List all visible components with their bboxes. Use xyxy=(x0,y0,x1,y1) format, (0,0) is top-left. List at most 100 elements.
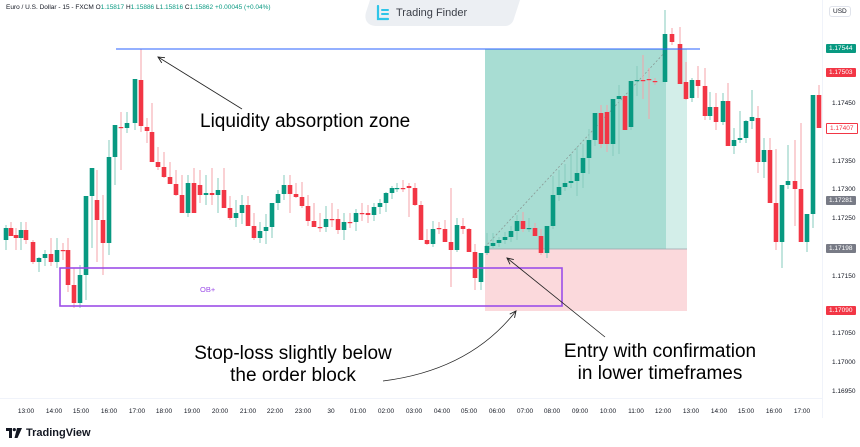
time-tick: 15:00 xyxy=(72,408,90,415)
annotation-liquidity: Liquidity absorption zone xyxy=(200,111,411,132)
bearish-candle xyxy=(13,235,19,238)
bullish-candle xyxy=(42,254,48,258)
annotation-entry: Entry with confirmation in lower timefra… xyxy=(563,341,757,384)
bearish-candle xyxy=(418,205,424,240)
bearish-candle xyxy=(191,183,197,213)
bearish-candle xyxy=(311,221,317,227)
bullish-candle xyxy=(77,275,83,303)
bullish-candle xyxy=(779,185,785,242)
bullish-candle xyxy=(592,113,598,140)
bearish-candle xyxy=(424,240,430,244)
bullish-candle xyxy=(689,80,695,98)
bearish-candle xyxy=(406,186,412,188)
bullish-candle xyxy=(526,228,532,230)
bullish-candle xyxy=(269,203,275,227)
bullish-candle xyxy=(804,214,810,242)
price-tag: 1.17407 xyxy=(826,123,858,134)
bearish-candle xyxy=(118,127,124,129)
price-tick: 1.17000 xyxy=(832,359,856,366)
bearish-candle xyxy=(347,222,353,224)
currency-button[interactable]: USD xyxy=(829,6,851,17)
bullish-candle xyxy=(628,81,634,127)
bullish-candle xyxy=(54,250,60,262)
bullish-candle xyxy=(720,101,726,122)
bearish-candle xyxy=(640,80,646,82)
bearish-candle xyxy=(100,220,106,243)
bullish-candle xyxy=(239,205,245,213)
time-tick: 23:00 xyxy=(294,408,312,415)
time-tick: 21:00 xyxy=(239,408,257,415)
bearish-candle xyxy=(598,113,604,144)
bearish-candle xyxy=(149,132,155,162)
bullish-candle xyxy=(634,80,640,82)
price-tick: 1.16950 xyxy=(832,388,856,395)
price-tick: 1.17450 xyxy=(832,100,856,107)
bearish-candle xyxy=(299,197,305,206)
tradingview-logo[interactable]: TradingView xyxy=(6,427,91,439)
bullish-candle xyxy=(484,246,490,253)
stop-loss-arrow-icon-head xyxy=(509,310,517,318)
bullish-candle xyxy=(377,203,383,207)
bullish-candle xyxy=(761,150,767,162)
low-value: 1.15816 xyxy=(159,4,184,11)
bearish-candle xyxy=(460,226,466,229)
bullish-candle xyxy=(785,181,791,185)
bullish-candle xyxy=(353,213,359,222)
time-tick: 03:00 xyxy=(405,408,423,415)
time-axis[interactable] xyxy=(0,398,822,419)
order-block-box xyxy=(59,267,563,307)
price-tick: 1.17350 xyxy=(832,158,856,165)
bearish-candle xyxy=(144,127,150,131)
bullish-candle xyxy=(263,227,269,231)
time-tick: 19:00 xyxy=(183,408,201,415)
time-tick: 20:00 xyxy=(211,408,229,415)
price-tag: 1.17503 xyxy=(826,68,856,77)
time-tick: 15:00 xyxy=(737,408,755,415)
bearish-candle xyxy=(179,195,185,213)
bullish-candle xyxy=(185,183,191,213)
bearish-candle xyxy=(538,236,544,253)
time-tick: 16:00 xyxy=(100,408,118,415)
bearish-candle xyxy=(448,242,454,250)
bullish-candle xyxy=(430,229,436,244)
bearish-candle xyxy=(305,206,311,221)
bullish-candle xyxy=(502,237,508,240)
trade-path-dashed xyxy=(484,50,667,248)
bullish-candle xyxy=(124,123,130,128)
time-tick: 08:00 xyxy=(543,408,561,415)
bearish-candle xyxy=(167,177,173,184)
bearish-candle xyxy=(365,213,371,215)
bullish-candle xyxy=(550,195,556,226)
bearish-candle xyxy=(677,44,683,84)
price-tick: 1.17250 xyxy=(832,215,856,222)
candlestick-chart[interactable] xyxy=(0,0,822,398)
bearish-candle xyxy=(400,188,406,190)
bullish-candle xyxy=(132,79,138,123)
high-value: 1.15886 xyxy=(130,4,155,11)
time-tick: 30 xyxy=(327,408,335,415)
price-axis[interactable] xyxy=(822,0,860,418)
symbol-name: Euro / U.S. Dollar - 15 - FXCM xyxy=(6,4,94,11)
bullish-candle xyxy=(508,231,514,237)
bearish-candle xyxy=(173,184,179,195)
bearish-candle xyxy=(652,81,658,83)
time-tick: 11:00 xyxy=(628,408,644,415)
bearish-candle xyxy=(767,150,773,203)
time-tick: 07:00 xyxy=(516,408,534,415)
bearish-candle xyxy=(436,228,442,230)
bearish-candle xyxy=(94,200,100,220)
bearish-candle xyxy=(8,228,14,236)
liquidity-arrow-icon-head xyxy=(157,56,166,64)
annotation-stop-loss: Stop-loss slightly below the order block xyxy=(194,343,392,386)
bullish-candle xyxy=(323,219,329,227)
stop-loss-zone xyxy=(485,249,687,311)
entry-arrow-icon xyxy=(506,257,606,338)
bearish-candle xyxy=(30,242,36,262)
bullish-candle xyxy=(106,157,112,243)
bearish-candle xyxy=(466,229,472,252)
bearish-candle xyxy=(646,79,652,81)
bearish-candle xyxy=(472,252,478,278)
bullish-candle xyxy=(610,99,616,144)
bullish-candle xyxy=(389,188,395,193)
